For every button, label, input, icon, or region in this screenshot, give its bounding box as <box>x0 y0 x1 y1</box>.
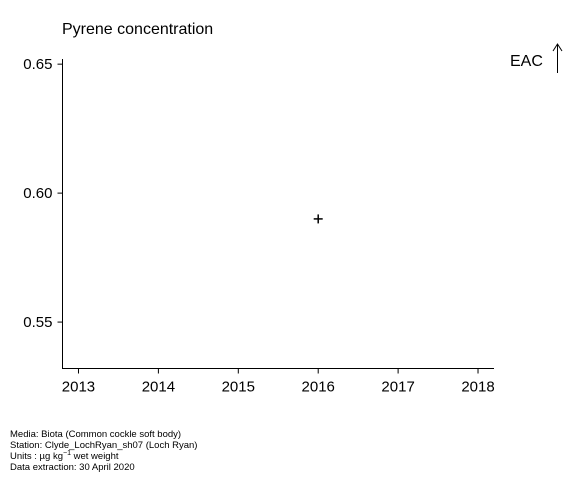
x-tick-label: 2018 <box>461 379 494 396</box>
data-point-plus <box>313 214 323 224</box>
y-tick-label: 0.60 <box>23 185 52 202</box>
y-tick-label: 0.55 <box>23 314 52 331</box>
x-tick-label: 2017 <box>381 379 414 396</box>
chart-title: Pyrene concentration <box>62 21 213 38</box>
axes <box>62 59 494 369</box>
eac-arrow-icon <box>552 43 563 73</box>
footer-units-suffix: wet weight <box>70 451 119 462</box>
eac-label: EAC <box>510 53 543 70</box>
footer-station: Station: Clyde_LochRyan_sh07 (Loch Ryan) <box>10 440 198 451</box>
x-tick-label: 2013 <box>62 379 95 396</box>
data-points <box>313 214 323 224</box>
y-ticks: 0.55 0.60 0.65 <box>23 56 63 331</box>
footer-extraction: Data extraction: 30 April 2020 <box>10 462 135 473</box>
footer-units: Units : µg kg−1 wet weight <box>10 450 197 462</box>
x-tick-label: 2014 <box>142 379 175 396</box>
footer-media: Media: Biota (Common cockle soft body) <box>10 429 182 440</box>
footer-units-exponent: −1 <box>63 450 71 457</box>
x-tick-label: 2015 <box>222 379 255 396</box>
y-tick-label: 0.65 <box>23 56 52 73</box>
x-ticks: 2013 2014 2015 2016 2017 2018 <box>62 368 495 396</box>
footer-notes: Media: Biota (Common cockle soft body) S… <box>10 429 197 473</box>
x-tick-label: 2016 <box>302 379 335 396</box>
footer-units-prefix: Units : µg kg <box>10 451 63 462</box>
